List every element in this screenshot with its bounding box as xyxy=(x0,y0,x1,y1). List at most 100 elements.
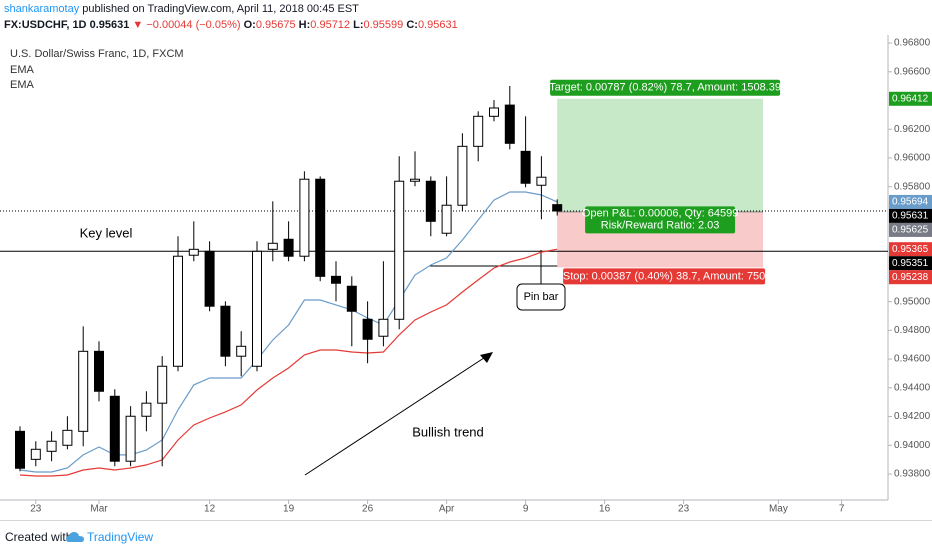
price-tag-box xyxy=(889,91,932,106)
candle-body xyxy=(362,318,373,340)
symbol: FX:USDCHF, 1D xyxy=(4,19,87,31)
ohlc-label: C: xyxy=(406,19,418,31)
pnl-label: Risk/Reward Ratio: 2.03 xyxy=(601,220,720,232)
price-tag: 0.95365 xyxy=(892,244,929,255)
candle-body xyxy=(520,150,531,184)
candle-body xyxy=(157,365,168,404)
x-tick-label: 23 xyxy=(30,504,42,515)
price-tag-box xyxy=(889,194,932,209)
candle-body xyxy=(172,255,183,367)
footer-text: Created with xyxy=(5,530,73,544)
candle-body xyxy=(409,178,420,182)
annotation: Pin bar xyxy=(524,291,559,303)
stop-label-box xyxy=(563,268,766,285)
price-tag: 0.95238 xyxy=(892,272,929,283)
y-tick-label: 0.96000 xyxy=(894,153,931,164)
author[interactable]: shankaramotay xyxy=(4,3,80,15)
ohlc-value: 0.95712 xyxy=(310,19,351,31)
candle-body xyxy=(536,176,547,186)
arrow-head xyxy=(480,352,493,363)
y-tick-label: 0.94200 xyxy=(894,411,931,422)
ohlc-label: L: xyxy=(353,19,364,31)
ema-line xyxy=(19,191,558,473)
price-change: ▼ −0.00044 (−0.05%) xyxy=(132,19,241,31)
footer: Created with TradingView xyxy=(0,520,932,551)
price-tag: 0.96412 xyxy=(892,93,929,104)
ohlc-value: 0.95631 xyxy=(417,19,458,31)
chart: Pin bar Key level Bullish trend U.S. Dol… xyxy=(0,35,932,515)
candle-body xyxy=(473,115,484,147)
annotation: Bullish trend xyxy=(412,424,484,439)
ohlc-label: H: xyxy=(298,19,311,31)
candle-body xyxy=(299,178,310,257)
candle-body xyxy=(283,238,294,257)
publish-info: published on TradingView.com, April 11, … xyxy=(82,3,359,15)
candle-body xyxy=(30,448,41,460)
chart-title: U.S. Dollar/Swiss Franc, 1D, FXCM xyxy=(10,48,184,60)
ohlc-label: O: xyxy=(243,19,256,31)
candle-body xyxy=(236,345,247,357)
candle-body xyxy=(267,242,278,250)
ohlc-value: 0.95675 xyxy=(255,19,296,31)
ema-line xyxy=(19,248,558,477)
x-tick-label: 19 xyxy=(283,504,295,515)
candle-body xyxy=(125,415,136,462)
brand[interactable]: TradingView xyxy=(87,530,154,544)
publish-line: shankaramotay published on TradingView.c… xyxy=(4,3,359,15)
price-tag: 0.95631 xyxy=(892,211,929,222)
y-tick-label: 0.94400 xyxy=(894,382,931,393)
price-tag: 0.95625 xyxy=(892,225,929,236)
candle-body xyxy=(251,250,262,367)
last-price: 0.95631 xyxy=(89,19,130,31)
pnl-label: Open P&L: 0.00006, Qty: 64599 xyxy=(582,208,739,220)
legend-entry: EMA xyxy=(10,64,35,76)
x-tick-label: 16 xyxy=(599,504,611,515)
price-tag-box xyxy=(889,208,932,223)
candle-body xyxy=(441,204,452,234)
pnl-label-box xyxy=(585,206,736,234)
candle-body xyxy=(204,250,215,307)
candle-body xyxy=(93,350,104,392)
y-tick-label: 0.96200 xyxy=(894,124,931,135)
candle-body xyxy=(141,402,152,417)
callout-box xyxy=(516,283,566,311)
candle-body xyxy=(346,285,357,312)
price-tag: 0.95351 xyxy=(892,258,929,269)
x-tick-label: Mar xyxy=(90,504,108,515)
candle-body xyxy=(552,204,563,212)
stop-label: Stop: 0.00387 (0.40%) 38.7, Amount: 750 xyxy=(563,270,765,282)
candle-body xyxy=(188,248,199,256)
candle-body xyxy=(378,318,389,337)
candle-body xyxy=(109,395,120,462)
x-tick-label: 23 xyxy=(678,504,690,515)
candle-body xyxy=(46,440,57,452)
candle-body xyxy=(315,178,326,277)
candle-body xyxy=(457,145,468,206)
y-tick-label: 0.94800 xyxy=(894,325,931,336)
price-tag-box xyxy=(889,222,932,237)
target-label-box xyxy=(550,79,781,96)
x-tick-label: 9 xyxy=(523,504,529,515)
target-label: Target: 0.00787 (0.82%) 78.7, Amount: 15… xyxy=(549,82,781,94)
candle-body xyxy=(488,107,499,117)
x-tick-label: Apr xyxy=(439,504,455,515)
y-tick-label: 0.95000 xyxy=(894,296,931,307)
y-tick-label: 0.94600 xyxy=(894,354,931,365)
y-tick-label: 0.93800 xyxy=(894,469,931,480)
candle-body xyxy=(504,104,515,144)
price-tag-box xyxy=(889,242,932,257)
ohlc-value: 0.95599 xyxy=(363,19,404,31)
legend-entry: EMA xyxy=(10,79,35,91)
annotation: Key level xyxy=(80,225,133,240)
candle-body xyxy=(220,305,231,357)
y-tick-label: 0.96800 xyxy=(894,38,931,49)
candle-body xyxy=(394,180,405,320)
candle-body xyxy=(78,350,89,432)
trend-arrow xyxy=(304,353,491,476)
profit-zone xyxy=(557,98,763,212)
price-tag-box xyxy=(889,270,932,285)
x-tick-label: May xyxy=(769,504,788,515)
candle-body xyxy=(330,275,341,284)
logo xyxy=(66,532,84,542)
